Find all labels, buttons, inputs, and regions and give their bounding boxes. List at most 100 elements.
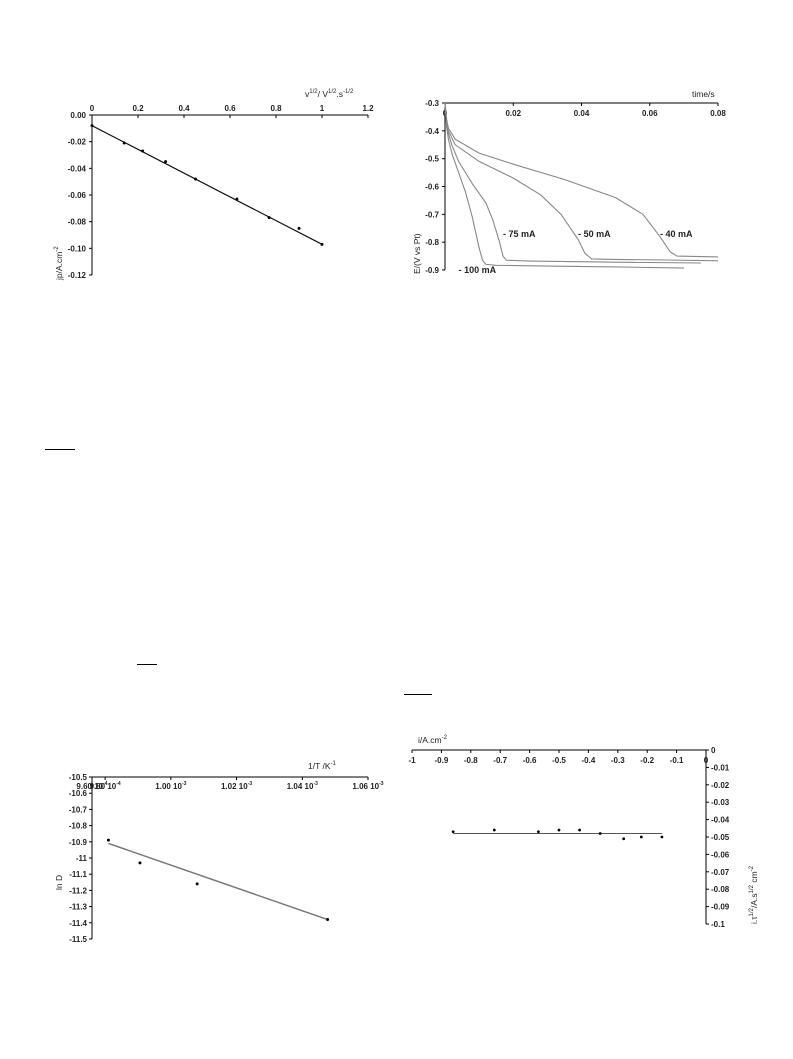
y-tick-label: -11.4 <box>69 919 87 928</box>
y-tick-label: -0.09 <box>711 903 730 912</box>
x-tick-label: -0.5 <box>552 756 566 765</box>
series-label: - 75 mA <box>503 229 536 239</box>
y-tick-label: -0.03 <box>711 798 730 807</box>
x-tick-label: 9.60 10-4 <box>76 781 107 791</box>
y-axis-label: ln D <box>54 875 64 890</box>
series-label: - 100 mA <box>459 265 497 275</box>
y-tick-label: -0.02 <box>711 781 730 790</box>
y-tick-label: -0.3 <box>425 99 439 108</box>
y-tick-label: -0.6 <box>425 183 439 192</box>
data-point <box>138 861 142 865</box>
y-tick-label: -0.06 <box>68 191 87 200</box>
fraction-bar <box>45 449 75 450</box>
data-point <box>194 177 197 181</box>
chart-peak-current: v1/2/ V1/2.s-1/2 jp/A.cm-2 0 0.2 0.4 0.6 0.8… <box>54 89 374 281</box>
data-point <box>578 828 581 832</box>
data-point <box>598 832 602 835</box>
data-point <box>122 141 126 145</box>
y-tick-label: -0.04 <box>68 164 87 173</box>
x-tick-label: -0.4 <box>582 756 596 765</box>
x-tick-label: 1 <box>320 104 325 113</box>
y-tick-label: -0.07 <box>711 868 730 877</box>
x-tick-label: 9.80 10-4 <box>90 781 121 791</box>
y-tick-label: -0.5 <box>425 155 439 164</box>
x-tick-label: -0.8 <box>464 756 478 765</box>
y-axis-label: jp/A.cm-2 <box>54 246 64 281</box>
x-tick-label: -1 <box>408 756 416 765</box>
y-tick-label: -0.08 <box>711 885 730 894</box>
x-tick-label: 1.02 10-3 <box>221 781 252 791</box>
series-line <box>444 102 719 262</box>
data-point <box>235 197 239 201</box>
data-point <box>195 882 199 886</box>
y-tick-label: -11.2 <box>69 886 87 895</box>
x-tick-label: 1.2 <box>362 104 374 113</box>
series-label: - 50 mA <box>578 229 611 239</box>
data-point <box>326 918 330 922</box>
y-tick-label: -0.06 <box>711 850 730 859</box>
x-tick-label: -0.6 <box>523 756 537 765</box>
y-tick-label: -0.08 <box>68 218 87 227</box>
y-tick-label: 0 <box>711 746 716 755</box>
y-tick-label: -11.3 <box>69 903 87 912</box>
data-point <box>639 835 643 839</box>
fraction-bar <box>404 694 432 695</box>
x-axis-label: time/s <box>692 89 715 99</box>
data-point <box>106 838 110 842</box>
fit-line <box>108 842 328 921</box>
y-tick-label: -10.6 <box>69 789 88 798</box>
data-point <box>267 216 271 220</box>
data-point <box>492 828 496 832</box>
x-tick-label: -0.2 <box>640 756 654 765</box>
data-point <box>622 837 626 841</box>
fit-line <box>91 125 323 245</box>
x-tick-label: -0.1 <box>670 756 684 765</box>
data-point <box>320 242 324 246</box>
y-tick-label: -0.1 <box>711 920 725 929</box>
data-point <box>164 160 168 164</box>
chart-chronopotentiometry: time/s E/(V vs Pt) 0 0.02 0.04 0.06 0.08-0.3… <box>412 89 726 275</box>
x-tick-label: 0.02 <box>505 109 521 118</box>
y-tick-label: -11.1 <box>69 870 87 879</box>
y-tick-label: -0.8 <box>425 238 439 247</box>
y-tick-label: -10.5 <box>69 773 88 782</box>
y-tick-label: -10.7 <box>69 805 88 814</box>
x-tick-label: 0.6 <box>224 104 236 113</box>
series-line <box>444 102 701 264</box>
x-tick-label: 1.04 10-3 <box>287 781 318 791</box>
x-axis-label: v1/2/ V1/2.s-1/2 <box>305 89 354 99</box>
data-point <box>537 830 540 834</box>
x-axis-label: i/A.cm-2 <box>418 735 448 745</box>
y-tick-label: -10.8 <box>69 822 88 831</box>
chart-sand-constant: i/A.cm-2 i.τ1/2/A.s1/2 cm-2 -1 -0.9 -0.8 -0… <box>408 735 759 929</box>
y-tick-label: -0.01 <box>711 763 730 772</box>
y-axis-label: E/(V vs Pt) <box>412 233 422 274</box>
x-tick-label: 0 <box>704 756 709 765</box>
data-point <box>141 149 145 153</box>
series-line <box>444 102 684 269</box>
x-tick-label: 0 <box>90 104 95 113</box>
data-point <box>297 226 301 230</box>
x-tick-label: -0.7 <box>493 756 507 765</box>
series-line <box>444 102 719 258</box>
y-tick-label: -0.05 <box>711 833 730 842</box>
y-tick-label: -0.10 <box>68 244 87 253</box>
data-point <box>660 835 664 839</box>
y-tick-label: -11.5 <box>69 935 87 944</box>
x-tick-label: 0.04 <box>574 109 590 118</box>
y-tick-label: -0.04 <box>711 816 730 825</box>
y-axis-label: i.τ1/2/A.s1/2 cm-2 <box>749 865 759 924</box>
data-point <box>90 124 94 128</box>
fraction-bar <box>137 664 157 665</box>
y-tick-label: -0.12 <box>68 271 87 280</box>
y-tick-label: -0.02 <box>68 138 87 147</box>
y-tick-label: 0.00 <box>70 111 86 120</box>
x-tick-label: -0.3 <box>611 756 625 765</box>
y-tick-label: -0.4 <box>425 127 439 136</box>
x-axis-label: 1/T /K-1 <box>308 761 337 771</box>
y-tick-label: -0.7 <box>425 210 439 219</box>
x-tick-label: 0.06 <box>642 109 658 118</box>
y-tick-label: -0.9 <box>425 266 439 275</box>
y-tick-label: -11 <box>76 854 88 863</box>
data-point <box>451 830 455 834</box>
